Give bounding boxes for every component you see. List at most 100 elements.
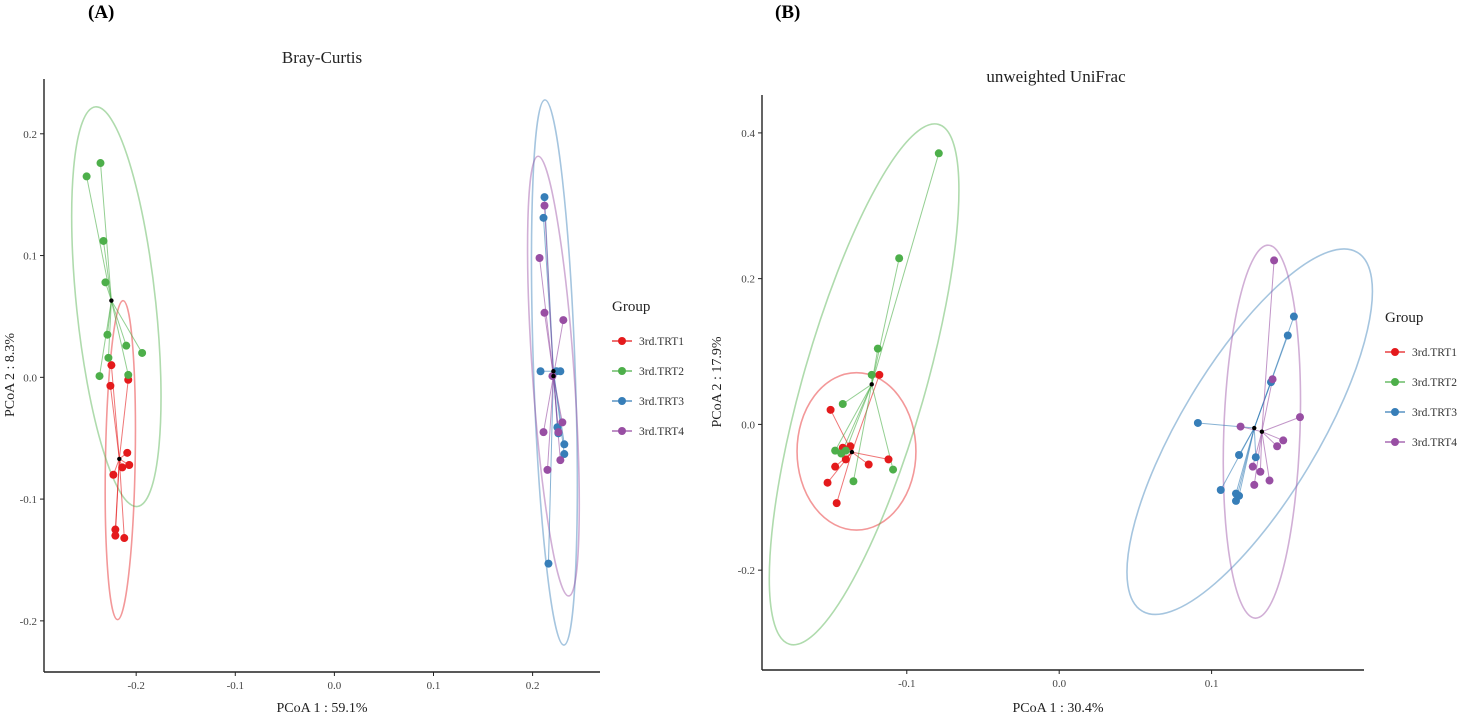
point-3rd-trt2 — [849, 477, 858, 486]
point-3rd-trt2 — [934, 149, 943, 158]
x-tick-label-a: 0.2 — [526, 680, 540, 692]
point-3rd-trt2 — [838, 399, 847, 408]
spider-line-3rd-trt2 — [871, 384, 894, 470]
point-3rd-trt4 — [1279, 436, 1288, 445]
ellipse-3rd-trt2 — [70, 106, 162, 508]
point-3rd-trt1 — [823, 478, 832, 487]
spider-line-3rd-trt1 — [110, 365, 120, 459]
spider-line-3rd-trt3 — [1235, 427, 1255, 502]
x-tick-label-b: -0.1 — [898, 678, 915, 690]
point-3rd-trt3 — [544, 559, 553, 568]
point-3rd-trt4 — [1273, 442, 1282, 451]
point-3rd-trt4 — [556, 456, 565, 465]
legend-a: Group 3rd.TRT1 3rd.TRT2 3rd.TRT3 3rd.TRT4 — [612, 299, 684, 438]
legend-key-point-3rd-trt4 — [1391, 438, 1399, 446]
spider-line-3rd-trt4 — [544, 312, 554, 377]
spider-line-3rd-trt2 — [871, 258, 900, 385]
spider-line-3rd-trt2 — [102, 240, 112, 301]
point-3rd-trt3 — [1216, 485, 1225, 494]
point-3rd-trt3 — [1289, 312, 1298, 321]
ellipses-a — [70, 99, 581, 646]
centroid-3rd-trt4 — [1259, 429, 1265, 434]
legend-key-point-3rd-trt3 — [618, 397, 626, 405]
legend-label-3rd-trt3: 3rd.TRT3 — [639, 396, 684, 408]
ellipse-3rd-trt3 — [530, 99, 579, 646]
legend-key-point-3rd-trt2 — [1391, 378, 1399, 386]
spider-line-3rd-trt1 — [851, 374, 880, 453]
point-3rd-trt3 — [1251, 453, 1260, 462]
ellipse-3rd-trt3 — [1126, 248, 1374, 616]
spider-line-3rd-trt2 — [852, 384, 873, 482]
y-axis-title-a: PCoA 2 : 8.3% — [3, 333, 18, 417]
spider-line-3rd-trt2 — [840, 384, 873, 454]
point-3rd-trt3 — [1283, 331, 1292, 340]
legend-label-3rd-trt4: 3rd.TRT4 — [639, 426, 684, 438]
point-3rd-trt1 — [107, 361, 116, 370]
legend-label-3rd-trt1: 3rd.TRT1 — [639, 336, 684, 348]
chart-title-b: unweighted UniFrac — [986, 67, 1126, 86]
point-3rd-trt4 — [1256, 467, 1265, 476]
spider-line-3rd-trt2 — [99, 300, 112, 377]
y-tick-label-b: 0.0 — [741, 419, 755, 431]
legend-key-point-3rd-trt4 — [618, 427, 626, 435]
panel-letter-a: (A) — [88, 2, 114, 23]
x-axis-title-a: PCoA 1 : 59.1% — [276, 701, 367, 716]
spider-line-3rd-trt4 — [546, 376, 554, 470]
points-b — [823, 149, 1304, 508]
point-3rd-trt2 — [103, 330, 112, 339]
point-3rd-trt1 — [118, 463, 127, 472]
point-3rd-trt4 — [1268, 375, 1277, 384]
spider-line-3rd-trt4 — [552, 376, 561, 461]
point-3rd-trt2 — [867, 370, 876, 379]
spider-line-3rd-trt1 — [114, 458, 120, 536]
spider-line-3rd-trt3 — [547, 371, 554, 564]
point-3rd-trt2 — [104, 353, 113, 362]
legend-title-b: Group — [1385, 310, 1423, 326]
point-3rd-trt3 — [1193, 418, 1202, 427]
axis-ticks-b: -0.1 0.0 0.1 0.4 0.2 0.0 -0.2 — [738, 128, 1219, 690]
point-3rd-trt4 — [1250, 480, 1259, 489]
y-axis-title-b: PCoA 2 : 17.9% — [710, 336, 725, 427]
point-3rd-trt3 — [539, 213, 548, 222]
point-3rd-trt2 — [101, 278, 110, 287]
spider-line-3rd-trt2 — [110, 300, 127, 346]
point-3rd-trt4 — [1270, 256, 1279, 265]
spider-line-3rd-trt2 — [107, 300, 112, 358]
point-3rd-trt4 — [540, 308, 549, 317]
point-3rd-trt2 — [82, 172, 91, 181]
y-tick-label-b: 0.4 — [741, 128, 755, 140]
point-3rd-trt4 — [1248, 462, 1257, 471]
spider-line-3rd-trt4 — [543, 205, 554, 377]
panel-letter-b: (B) — [775, 2, 800, 23]
spider-lines-a — [86, 162, 565, 564]
spider-lines-b — [827, 153, 1301, 504]
point-3rd-trt3 — [1235, 451, 1244, 460]
x-tick-label-b: 0.1 — [1205, 678, 1219, 690]
legend-key-point-3rd-trt1 — [1391, 348, 1399, 356]
point-3rd-trt4 — [554, 428, 563, 437]
centroid-3rd-trt1 — [849, 449, 855, 455]
centroid-3rd-trt1 — [117, 456, 122, 462]
y-tick-label-a: 0.1 — [23, 251, 37, 263]
legend-label-3rd-trt2: 3rd.TRT2 — [1412, 377, 1457, 389]
spider-line-3rd-trt4 — [543, 376, 554, 433]
point-3rd-trt4 — [1236, 422, 1245, 431]
spider-line-3rd-trt2 — [842, 383, 873, 405]
panel-a-bray-curtis: (A) Bray-Curtis -0.2 -0.1 0.0 0.1 0.2 0.2 0.1 0… — [3, 2, 684, 716]
point-3rd-trt4 — [539, 428, 548, 437]
y-tick-label-a: -0.1 — [20, 494, 37, 506]
legend-b: Group 3rd.TRT1 3rd.TRT2 3rd.TRT3 3rd.TRT4 — [1385, 310, 1457, 449]
centroid-3rd-trt2 — [869, 382, 874, 387]
legend-key-point-3rd-trt1 — [618, 337, 626, 345]
point-3rd-trt1 — [832, 499, 841, 508]
centroids-b — [849, 382, 1265, 455]
point-3rd-trt1 — [841, 455, 850, 464]
panel-b-unweighted-unifrac: (B) unweighted UniFrac -0.1 0.0 0.1 0.4 0.2 0… — [710, 2, 1457, 716]
point-3rd-trt1 — [109, 470, 118, 479]
point-3rd-trt2 — [96, 159, 105, 168]
spider-line-3rd-trt4 — [1261, 431, 1271, 481]
point-3rd-trt4 — [535, 253, 544, 262]
point-3rd-trt2 — [831, 446, 840, 455]
spider-line-3rd-trt4 — [1261, 260, 1275, 432]
